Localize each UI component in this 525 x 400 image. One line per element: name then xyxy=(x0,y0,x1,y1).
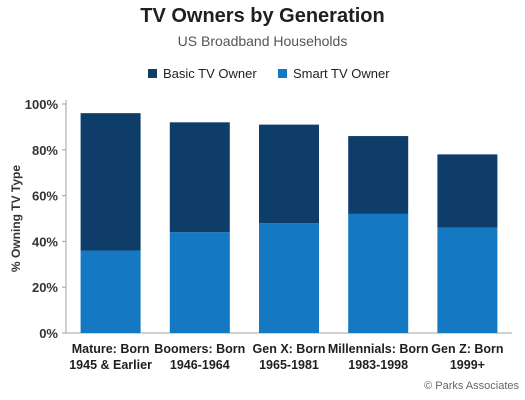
bar-basic-tv-owner xyxy=(169,122,230,233)
bar-smart-tv-owner xyxy=(259,223,319,333)
x-tick-label: Gen Z: Born xyxy=(431,342,503,356)
x-tick-label: Boomers: Born xyxy=(154,342,245,356)
bar-basic-tv-owner xyxy=(348,136,409,214)
x-tick-label: Millennials: Born xyxy=(328,342,429,356)
x-tick-label: 1965-1981 xyxy=(259,358,319,372)
bar-smart-tv-owner xyxy=(80,250,141,333)
chart-subtitle: US Broadband Households xyxy=(177,33,348,49)
x-tick-label: Gen X: Born xyxy=(253,342,326,356)
y-tick-label: 60% xyxy=(32,189,58,204)
bar-smart-tv-owner xyxy=(437,227,498,333)
bar-basic-tv-owner xyxy=(80,113,141,251)
y-axis-title: % Owning TV Type xyxy=(9,165,23,272)
y-tick-label: 40% xyxy=(32,234,58,249)
y-tick-label: 100% xyxy=(25,97,59,112)
x-tick-label: 1983-1998 xyxy=(348,358,408,372)
bar-basic-tv-owner xyxy=(437,154,498,228)
copyright-credit: © Parks Associates xyxy=(424,380,519,392)
x-tick-label: 1999+ xyxy=(450,358,485,372)
bar-smart-tv-owner xyxy=(348,213,409,333)
legend-label: Basic TV Owner xyxy=(163,66,257,81)
legend-label: Smart TV Owner xyxy=(293,66,390,81)
y-tick-label: 0% xyxy=(39,326,58,341)
x-tick-label: Mature: Born xyxy=(72,342,150,356)
x-tick-label: 1946-1964 xyxy=(170,358,230,372)
legend-swatch xyxy=(148,69,157,78)
y-tick-label: 20% xyxy=(32,280,58,295)
y-tick-label: 80% xyxy=(32,143,58,158)
legend-swatch xyxy=(278,69,287,78)
chart-title: TV Owners by Generation xyxy=(140,5,385,27)
x-tick-label: 1945 & Earlier xyxy=(69,358,152,372)
bar-basic-tv-owner xyxy=(259,124,319,224)
bar-smart-tv-owner xyxy=(169,232,230,333)
